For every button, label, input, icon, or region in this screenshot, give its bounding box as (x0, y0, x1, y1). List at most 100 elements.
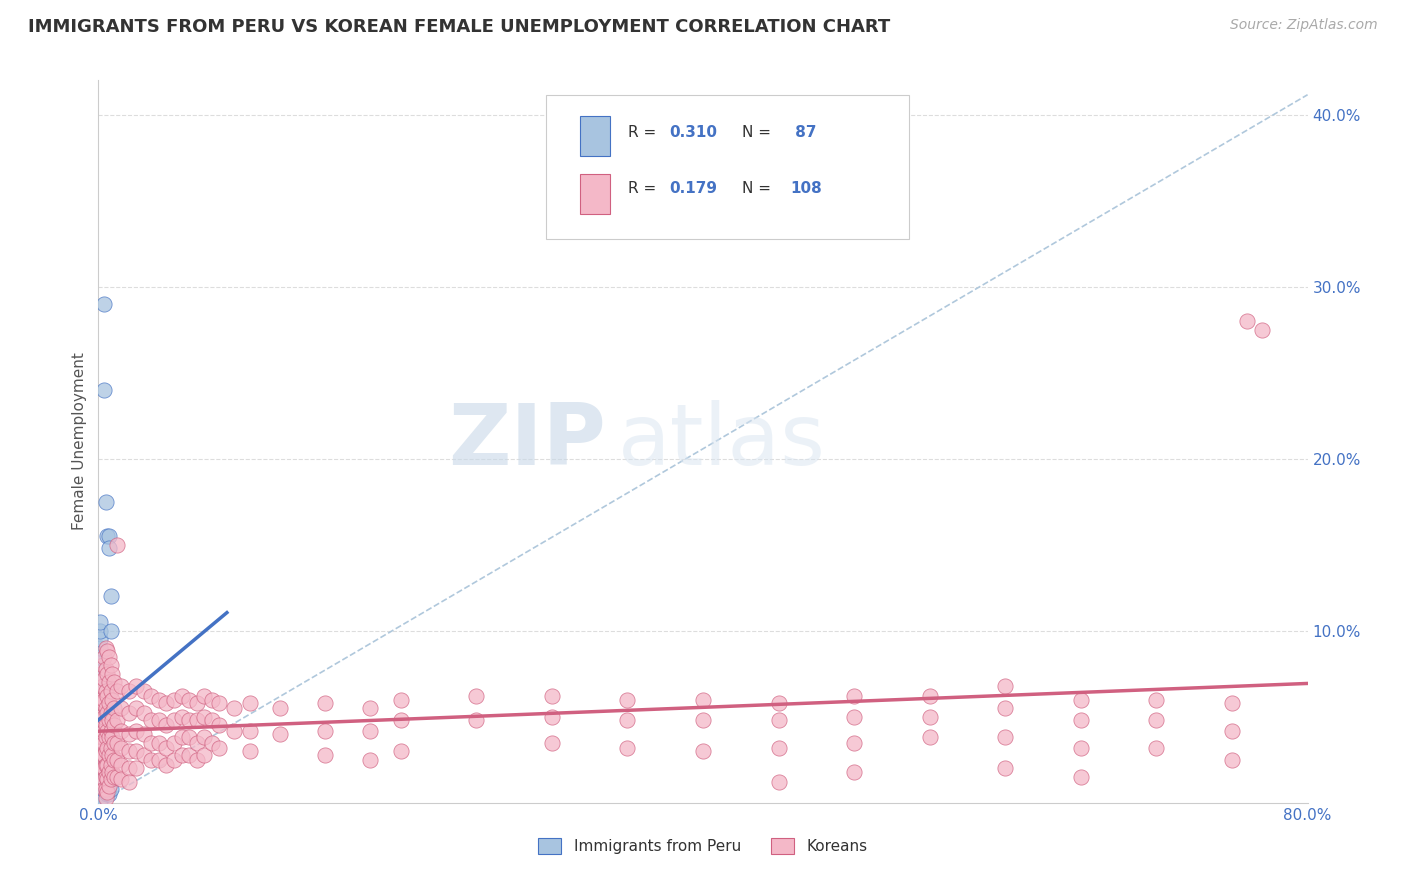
Point (100, 723, 122, 738)
Point (994, 731, 1017, 745)
Point (93, 649, 115, 664)
Point (118, 775, 141, 789)
Point (132, 747, 155, 762)
Point (186, 713, 208, 727)
Point (94, 731, 117, 745)
Point (91, 761, 114, 775)
Point (93, 758, 115, 772)
Point (90, 744, 112, 758)
Point (89, 794, 111, 808)
Point (93, 727, 115, 741)
Point (90, 666, 112, 681)
Point (844, 735, 866, 749)
Point (105, 684, 128, 698)
Point (389, 692, 412, 706)
Point (100, 718, 122, 732)
Point (110, 758, 132, 772)
Point (91, 775, 114, 789)
Point (170, 710, 193, 724)
Point (1220, 696, 1243, 710)
Point (90, 727, 112, 741)
Point (201, 735, 224, 749)
Point (314, 723, 336, 738)
Point (98, 696, 121, 710)
Point (90, 692, 112, 706)
Point (110, 772, 132, 786)
Point (96, 758, 118, 772)
Text: R =: R = (628, 181, 661, 196)
Point (93, 692, 115, 706)
Point (314, 696, 336, 710)
Point (89, 632, 111, 647)
Point (100, 740, 122, 755)
Point (269, 701, 291, 715)
Point (105, 735, 128, 749)
Point (98, 744, 121, 758)
Point (98, 731, 121, 745)
Point (89, 675, 111, 690)
Point (91, 770, 114, 784)
Point (163, 753, 186, 767)
Point (93, 747, 115, 762)
Point (96, 710, 118, 724)
Text: 0.310: 0.310 (669, 125, 717, 140)
Point (93, 701, 115, 715)
Point (98, 761, 121, 775)
Point (1251, 323, 1274, 337)
Point (93, 761, 115, 775)
Point (91, 727, 114, 741)
Point (90, 779, 112, 793)
Point (90, 758, 112, 772)
Point (91, 658, 114, 673)
Point (193, 710, 215, 724)
Point (94, 701, 117, 715)
Point (994, 679, 1017, 693)
Point (94, 718, 117, 732)
Point (100, 684, 122, 698)
Point (179, 692, 201, 706)
Point (90, 718, 112, 732)
Point (94, 662, 117, 676)
Point (193, 689, 215, 703)
Point (844, 710, 866, 724)
Point (105, 770, 128, 784)
Point (125, 679, 148, 693)
Bar (579, 116, 610, 156)
Point (141, 713, 163, 727)
Point (125, 701, 148, 715)
Point (110, 701, 132, 715)
Point (994, 761, 1017, 775)
Point (155, 758, 177, 772)
Point (96, 689, 118, 703)
Point (91, 761, 114, 775)
Point (89, 692, 111, 706)
Point (132, 706, 155, 721)
Point (89, 684, 111, 698)
Point (91, 718, 114, 732)
Text: Source: ZipAtlas.com: Source: ZipAtlas.com (1230, 18, 1378, 32)
Point (96, 723, 118, 738)
Point (89, 649, 111, 664)
Point (91, 735, 114, 749)
Point (110, 740, 132, 755)
Point (100, 772, 122, 786)
Point (94, 640, 117, 655)
Point (163, 713, 186, 727)
Point (100, 753, 122, 767)
Point (148, 735, 170, 749)
Point (98, 779, 121, 793)
Point (89, 731, 111, 745)
Point (96, 775, 118, 789)
Point (94, 731, 117, 745)
Point (93, 735, 115, 749)
Point (118, 744, 141, 758)
Point (103, 735, 125, 749)
Point (96, 727, 118, 741)
Point (616, 692, 638, 706)
Point (148, 713, 170, 727)
Point (118, 684, 141, 698)
Point (103, 718, 125, 732)
Point (1070, 713, 1092, 727)
Text: N =: N = (742, 125, 776, 140)
Point (89, 624, 111, 638)
